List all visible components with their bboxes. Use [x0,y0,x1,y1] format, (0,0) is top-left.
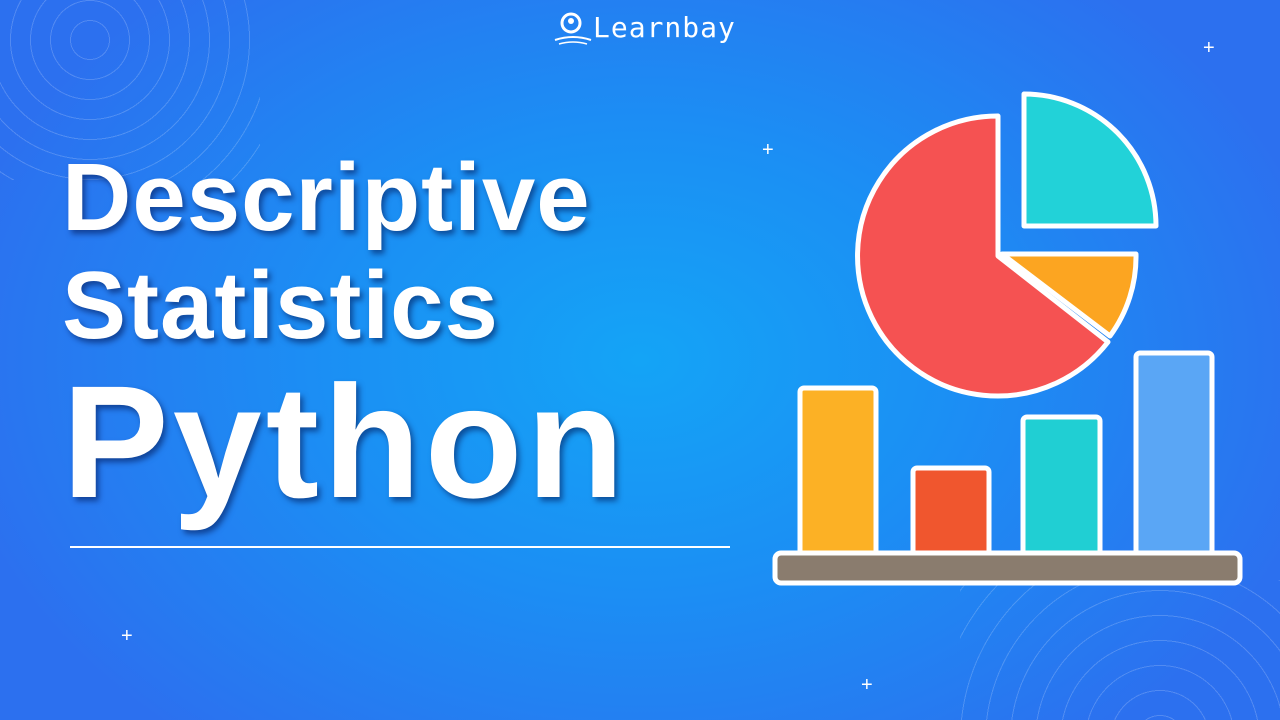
title-line-1: Descriptive [62,144,591,251]
title-line-3: Python [62,352,629,531]
bar-chart-icon [772,350,1243,586]
pie-chart-icon [855,91,1159,399]
decorative-rings [960,580,1280,720]
divider [70,546,730,548]
pie-slice-orange [999,251,1139,339]
shelf [772,550,1243,586]
sparkle-icon: + [861,674,873,696]
brand-logo: Learnbay [553,10,736,46]
sparkle-icon: + [121,625,133,647]
bulb-person-icon [554,12,592,45]
bar-2 [910,465,992,561]
decorative-rings [0,0,260,180]
brand-name: Learnbay [593,11,736,44]
sparkle-icon: + [1203,37,1215,59]
pie-slice-red [855,113,1111,399]
bar-4 [1133,350,1215,561]
sparkle-icon: + [762,139,774,161]
bar-1 [797,385,879,561]
pie-slice-teal [1021,91,1159,229]
bar-3 [1020,414,1103,561]
title-line-2: Statistics [62,252,499,359]
